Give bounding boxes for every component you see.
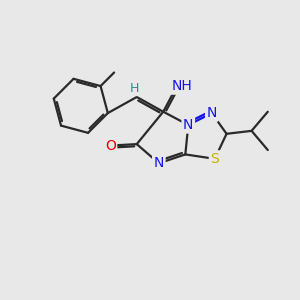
Text: NH: NH: [171, 79, 192, 93]
Text: O: O: [105, 139, 116, 153]
Text: N: N: [183, 118, 194, 132]
Text: S: S: [210, 152, 219, 166]
Text: N: N: [207, 106, 217, 120]
Text: H: H: [130, 82, 139, 95]
Text: N: N: [154, 156, 164, 170]
